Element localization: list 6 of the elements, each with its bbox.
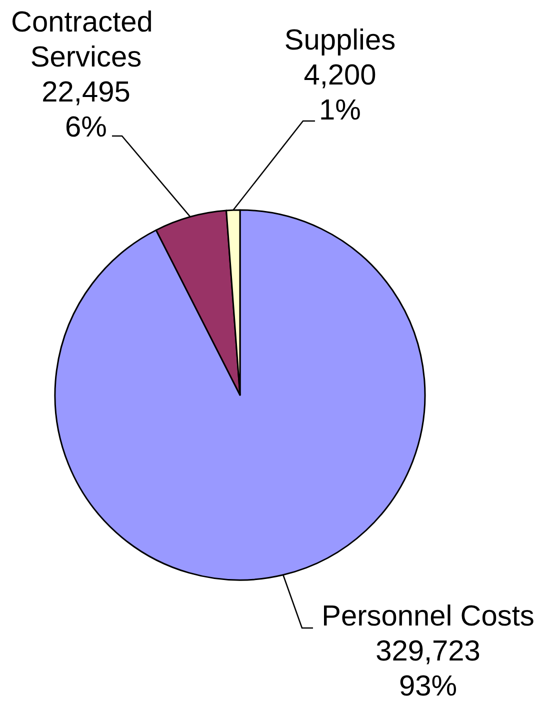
slice-label: Personnel Costs: [322, 600, 534, 632]
data-label: 22,495 6%: [42, 76, 130, 144]
data-label: 329,723 93%: [376, 636, 480, 702]
slice-label: Contracted Services: [11, 6, 161, 74]
data-label: 4,200 1%: [304, 60, 376, 126]
slice-label: Supplies: [284, 24, 396, 56]
